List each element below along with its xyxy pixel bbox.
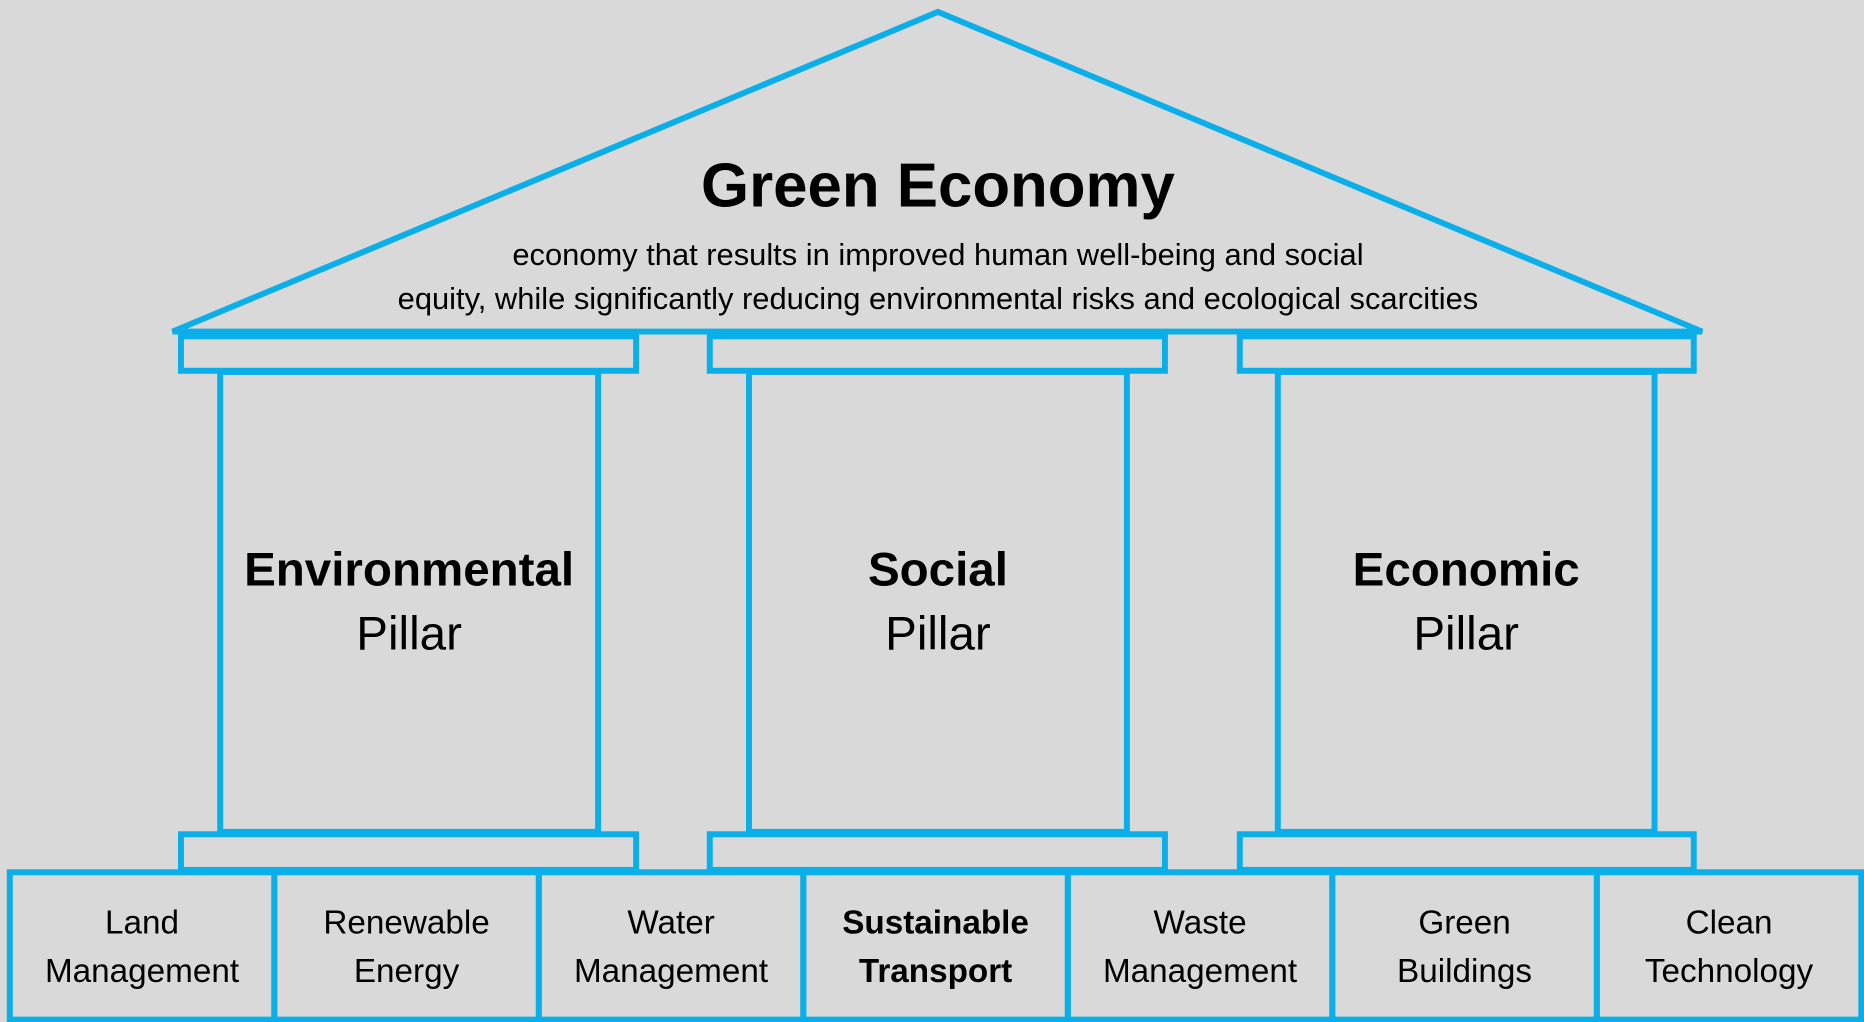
pillar-label: Pillar <box>885 608 991 661</box>
foundation-label: Management <box>1103 953 1297 990</box>
pillar-capital <box>1236 333 1697 374</box>
foundation-block <box>800 869 1071 1022</box>
roof <box>171 8 1704 335</box>
foundation-label: Transport <box>859 953 1012 990</box>
title: Green Economy <box>701 151 1175 220</box>
foundation-block <box>271 869 542 1022</box>
foundation-label: Waste <box>1154 904 1247 941</box>
foundation-label: Management <box>574 953 768 990</box>
pillar-base <box>706 831 1168 873</box>
pillar-base <box>177 831 640 873</box>
foundation-label: Technology <box>1645 953 1814 990</box>
foundation-label: Green <box>1418 904 1510 941</box>
foundation-label: Land <box>105 904 179 941</box>
pillar-name: Social <box>868 543 1008 596</box>
foundation-label: Renewable <box>323 904 489 941</box>
pillar-capital <box>177 333 640 374</box>
foundation-block <box>6 869 278 1022</box>
description-line: equity, while significantly reducing env… <box>398 281 1479 316</box>
foundation-label: Buildings <box>1397 953 1532 990</box>
foundation-label: Management <box>45 953 239 990</box>
foundation-label: Clean <box>1686 904 1773 941</box>
foundation-block <box>1593 869 1864 1022</box>
pillar-label: Pillar <box>1413 608 1519 661</box>
foundation-label: Energy <box>354 953 460 990</box>
foundation-block <box>535 869 807 1022</box>
pillar-base <box>1236 831 1697 873</box>
pillar-name: Economic <box>1353 543 1580 596</box>
pillar-column <box>1274 368 1658 835</box>
pillar-column <box>217 368 602 835</box>
foundation-label: Water <box>627 904 715 941</box>
pillar-name: Environmental <box>244 543 574 596</box>
foundation-label: Sustainable <box>842 904 1029 941</box>
pillar-label: Pillar <box>356 608 462 661</box>
pillar-capital <box>706 333 1168 374</box>
foundation-block <box>1064 869 1336 1022</box>
description-line: economy that results in improved human w… <box>512 237 1363 272</box>
pillar-column <box>746 368 1130 835</box>
foundation-block <box>1329 869 1600 1022</box>
